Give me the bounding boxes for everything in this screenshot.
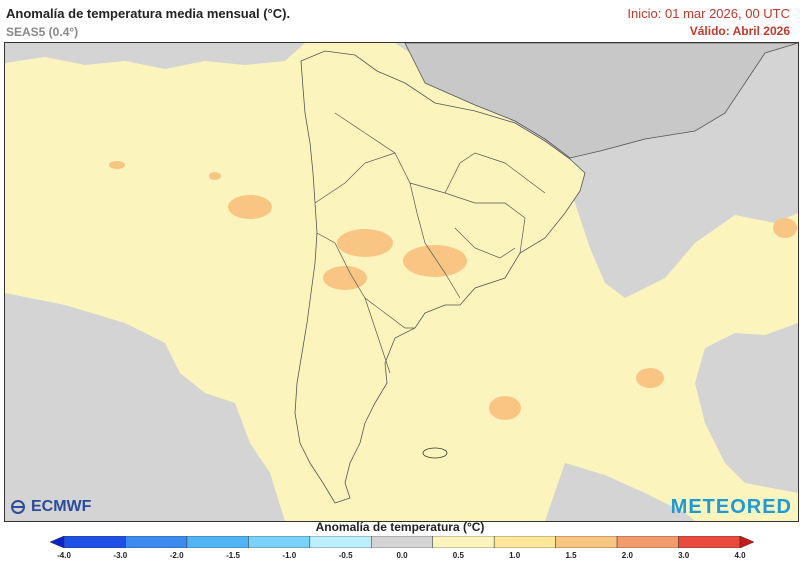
valid-time: Válido: Abril 2026	[689, 24, 790, 38]
colorbar-segment	[125, 536, 188, 548]
colorbar-tick-label: -3.0	[113, 551, 128, 560]
colorbar-segment	[493, 536, 556, 548]
brazil-neutral	[404, 43, 798, 159]
colorbar-low-extend	[50, 536, 65, 548]
colorbar-tick-label: 1.5	[565, 551, 577, 560]
warm-anomaly-areas	[109, 161, 797, 420]
meteored-logo: METEORED	[670, 496, 792, 518]
anomaly-map[interactable]	[4, 42, 799, 522]
colorbar-high-extend	[739, 536, 754, 548]
ecmwf-logo: ECMWF	[8, 498, 91, 516]
colorbar-segment	[309, 536, 372, 548]
colorbar-segment	[616, 536, 679, 548]
colorbar-tick-label: 3.0	[678, 551, 690, 560]
colorbar-tick-label: 0.5	[452, 551, 464, 560]
country-borders	[314, 112, 546, 374]
colorbar-segment	[63, 536, 126, 548]
colorbar-segment	[555, 536, 618, 548]
colorbar-ticks: -4.0 -3.0 -2.0 -1.5 -1.0 -0.5 0.0 0.5 1.0 1.5 2.0 3…	[0, 551, 800, 563]
colorbar-segment	[371, 536, 433, 548]
ecmwf-symbol-icon	[11, 500, 25, 514]
south-america-land	[294, 50, 586, 504]
colorbar-segment	[186, 536, 249, 548]
colorbar-tick-label: 1.0	[509, 551, 521, 560]
colorbar-title: Anomalía de temperatura (°C)	[315, 520, 485, 534]
map-title: Anomalía de temperatura media mensual (°…	[6, 6, 291, 21]
colorbar	[50, 536, 754, 548]
colorbar-segment	[432, 536, 495, 548]
colorbar-segment	[248, 536, 311, 548]
colorbar-tick-label: 4.0	[734, 551, 746, 560]
colorbar-tick-label: -1.0	[282, 551, 297, 560]
colorbar-segment	[678, 536, 741, 548]
colorbar-tick-label: -4.0	[57, 551, 71, 560]
colorbar-tick-label: 0.0	[396, 551, 408, 560]
colorbar-tick-label: -0.5	[338, 551, 353, 560]
falkland-islands	[422, 447, 448, 459]
model-subtitle: SEAS5 (0.4°)	[6, 25, 79, 39]
ecmwf-logo-text: ECMWF	[31, 498, 92, 515]
colorbar-tick-label: -1.5	[226, 551, 240, 560]
colorbar-tick-label: -2.0	[169, 551, 184, 560]
colorbar-tick-label: 2.0	[621, 551, 633, 560]
init-time: Inicio: 01 mar 2026, 00 UTC	[627, 6, 790, 21]
